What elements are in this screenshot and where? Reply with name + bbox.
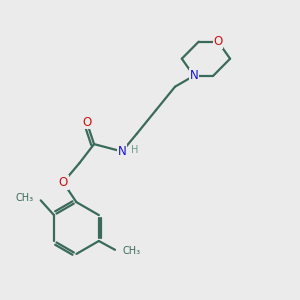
Text: O: O (58, 176, 68, 189)
Text: O: O (213, 35, 223, 48)
Text: N: N (190, 69, 198, 82)
Text: H: H (131, 145, 138, 155)
Text: O: O (82, 116, 91, 128)
Text: CH₃: CH₃ (122, 246, 140, 256)
Text: N: N (118, 145, 126, 158)
Text: CH₃: CH₃ (15, 193, 33, 203)
